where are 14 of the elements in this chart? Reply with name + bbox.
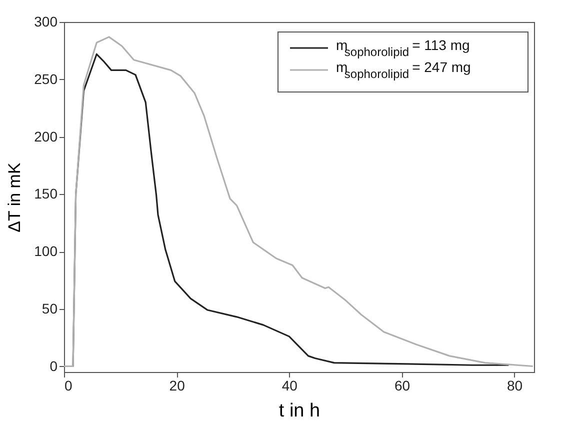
y-axis-title: ΔT in mK xyxy=(5,162,24,232)
x-tick-label: 0 xyxy=(64,378,72,394)
y-tick-label: 200 xyxy=(34,128,58,144)
x-tick-label: 40 xyxy=(282,378,298,394)
x-axis-title: t in h xyxy=(278,400,320,422)
y-tick-label: 100 xyxy=(34,243,58,260)
x-tick-label: 60 xyxy=(394,378,410,394)
y-tick-label: 50 xyxy=(42,300,58,316)
y-tick-label: 300 xyxy=(34,14,58,30)
y-tick-label: 0 xyxy=(50,358,58,374)
y-tick-label: 150 xyxy=(34,186,58,202)
y-tick-label: 250 xyxy=(34,70,58,87)
x-tick-label: 80 xyxy=(507,378,523,394)
x-tick-label: 20 xyxy=(169,378,186,394)
